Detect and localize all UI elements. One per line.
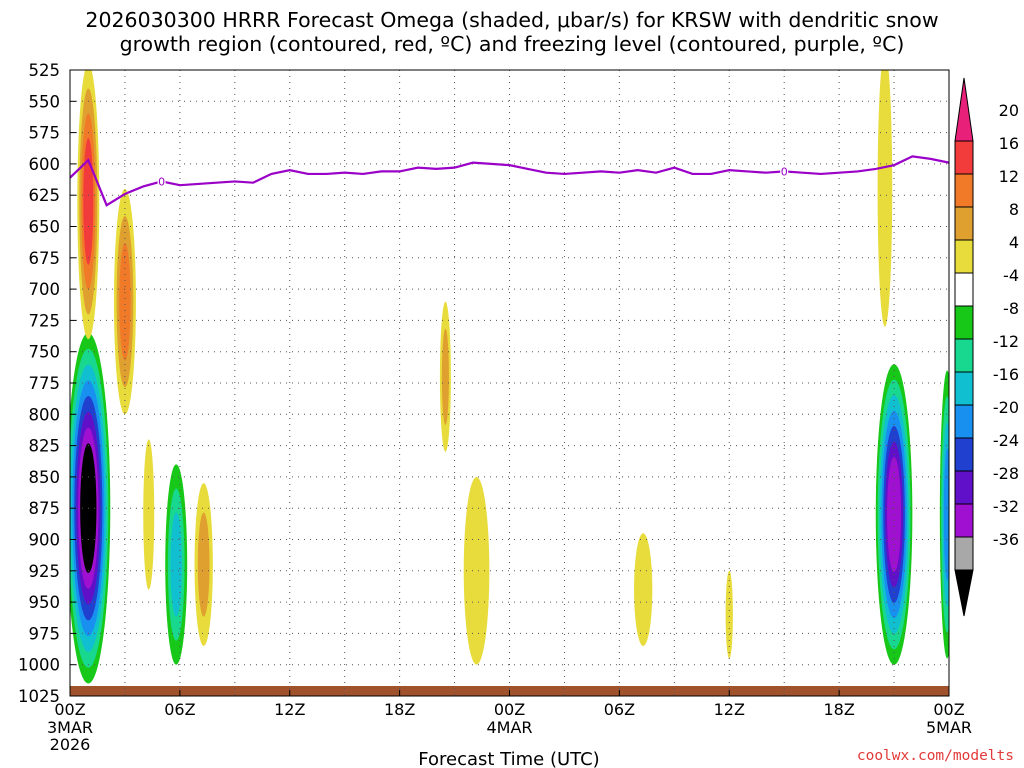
colorbar-label--28: -28 (993, 464, 1019, 483)
y-tick-label-550: 550 (29, 92, 61, 111)
colorbar-segment-2 (954, 173, 974, 208)
colorbar-segment-5 (954, 272, 974, 307)
colorbar-segment-6 (954, 305, 974, 340)
freezing-level-layer: 00 (70, 155, 949, 207)
colorbar-label--12: -12 (993, 332, 1019, 351)
y-tick-label-600: 600 (29, 155, 61, 174)
x-tick-label-0: 00Z (54, 700, 85, 719)
omega-descent-12z-4mar-level-4 (725, 570, 733, 659)
x-tick-label-42: 18Z (823, 700, 854, 719)
omega-descent-3mar-low-level-4 (143, 439, 155, 590)
colorbar-segment-bottom (954, 569, 974, 617)
colorbar-segment-top (954, 77, 974, 142)
x-tick-label-6: 06Z (164, 700, 195, 719)
colorbar-label--36: -36 (993, 530, 1019, 549)
y-tick-label-775: 775 (29, 374, 61, 393)
title-line-1: 2026030300 HRRR Forecast Omega (shaded, … (85, 8, 939, 32)
y-tick-label-725: 725 (29, 311, 61, 330)
colorbar-label--32: -32 (993, 497, 1019, 516)
colorbar-label--20: -20 (993, 398, 1019, 417)
colorbar-label-4: 4 (1009, 233, 1019, 252)
y-tick-label-800: 800 (29, 405, 61, 424)
omega-descent-3mar-mid-level-12 (119, 243, 131, 361)
freezing-level-label-bg-1 (780, 165, 789, 178)
grid-lines (70, 69, 949, 697)
y-tick-label-1000: 1000 (18, 656, 60, 675)
colorbar-label-20: 20 (999, 101, 1019, 120)
colorbar-label-16: 16 (999, 134, 1019, 153)
y-tick-label-900: 900 (29, 531, 61, 550)
x-tick-label-12: 12Z (274, 700, 305, 719)
title-line-2: growth region (contoured, red, ºC) and f… (119, 32, 905, 56)
x-tick-label-24: 00Z (494, 700, 525, 719)
colorbar-segment-8 (954, 371, 974, 406)
y-tick-label-700: 700 (29, 280, 61, 299)
y-tick-label-750: 750 (29, 343, 61, 362)
colorbar-segment-9 (954, 404, 974, 439)
colorbar-segment-12 (954, 503, 974, 538)
omega-ascent-00z-5mar-level--16 (943, 448, 949, 581)
x-tick-sublabel-48-0: 5MAR (926, 718, 972, 737)
colorbar-segment-10 (954, 437, 974, 472)
omega-fill-layer (70, 70, 949, 684)
y-tick-label-625: 625 (29, 186, 61, 205)
colorbar-segment-3 (954, 206, 974, 241)
colorbar-segment-1 (954, 140, 974, 175)
y-tick-label-925: 925 (29, 562, 61, 581)
colorbar-label-12: 12 (999, 167, 1019, 186)
colorbar: 20 16 12 8 4 -4 -8 -12 -16 -20 -24 -28 -32 -36 (954, 77, 1019, 617)
omega-descent-21z-3mar-level-8 (441, 328, 449, 425)
x-tick-sublabel-24-0: 4MAR (486, 718, 532, 737)
x-tick-label-30: 06Z (604, 700, 635, 719)
y-axis: 525 550 575 600 625 650 675 700 725 750 775 800 825 8… (18, 61, 76, 706)
x-tick-label-48: 00Z (933, 700, 964, 719)
colorbar-label--8: -8 (1003, 299, 1019, 318)
watermark: coolwx.com/modelts (856, 748, 1014, 764)
y-tick-label-525: 525 (29, 61, 61, 80)
colorbar-segment-4 (954, 239, 974, 274)
omega-descent-06z-4mar-level-4 (634, 533, 653, 646)
freezing-level-label-1: 0 (781, 165, 788, 178)
freezing-level-line (70, 155, 949, 207)
freezing-level-label-bg-0 (157, 175, 166, 188)
colorbar-label--24: -24 (993, 431, 1019, 450)
y-tick-label-850: 850 (29, 468, 61, 487)
y-tick-label-975: 975 (29, 624, 61, 643)
colorbar-segment-13 (954, 536, 974, 571)
colorbar-segment-7 (954, 338, 974, 373)
x-tick-label-36: 12Z (714, 700, 745, 719)
y-tick-label-1025: 1025 (18, 687, 60, 706)
freezing-level-label-0: 0 (158, 175, 165, 188)
omega-descent-3mar-upper-level-16 (83, 138, 94, 265)
colorbar-segment-11 (954, 470, 974, 505)
y-tick-label-825: 825 (29, 437, 61, 456)
y-tick-label-675: 675 (29, 249, 61, 268)
colorbar-label--16: -16 (993, 365, 1019, 384)
omega-descent-22z-3mar-level-4 (463, 476, 490, 665)
omega-descent-08z-3mar-level-8 (197, 512, 210, 617)
x-tick-sublabel-0-0: 3MAR (47, 718, 93, 737)
y-tick-label-650: 650 (29, 218, 61, 237)
colorbar-label--4: -4 (1003, 266, 1019, 285)
colorbar-label-8: 8 (1009, 200, 1019, 219)
y-tick-label-875: 875 (29, 499, 61, 518)
x-tick-label-18: 18Z (384, 700, 415, 719)
y-tick-label-950: 950 (29, 593, 61, 612)
x-axis-label: Forecast Time (UTC) (418, 749, 599, 768)
y-tick-label-575: 575 (29, 124, 61, 143)
omega-ascent-06z-3mar-level--12 (170, 512, 182, 617)
x-tick-sublabel-0-1: 2026 (50, 735, 91, 754)
chart-title: 2026030300 HRRR Forecast Omega (shaded, … (0, 8, 1024, 56)
omega-descent-upper-21z-4mar-level-4 (877, 70, 893, 327)
